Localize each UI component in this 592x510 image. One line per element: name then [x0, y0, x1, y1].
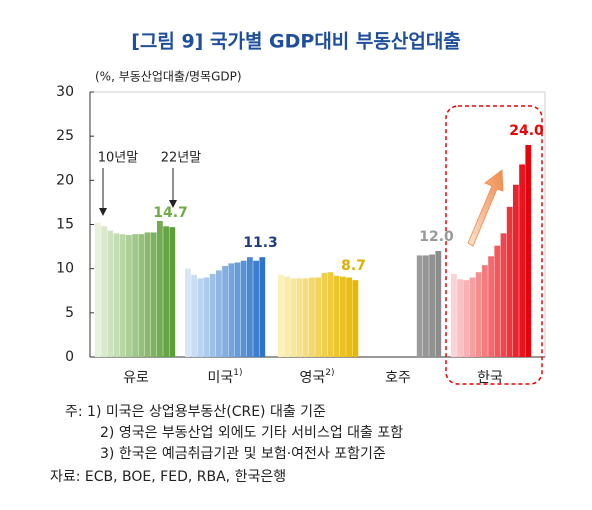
bar — [138, 234, 145, 357]
bar — [416, 255, 423, 357]
category-label: 유로 — [123, 370, 149, 386]
bar — [469, 277, 476, 357]
value-label: 14.7 — [153, 205, 188, 221]
value-label: 12.0 — [419, 229, 454, 245]
annotation-arrow — [99, 208, 107, 216]
bar — [234, 262, 241, 357]
bar — [119, 234, 126, 357]
footnote: 주: 1) 미국은 상업용부동산(CRE) 대출 기준 — [65, 404, 326, 420]
source: 자료: ECB, BOE, FED, RBA, 한국은행 — [50, 469, 286, 485]
value-label: 11.3 — [243, 235, 278, 251]
bar — [216, 270, 222, 357]
bar — [222, 266, 228, 357]
bar — [321, 273, 328, 357]
y-tick-label: 15 — [56, 217, 74, 233]
bar — [482, 265, 488, 357]
bar — [113, 233, 120, 357]
bar — [435, 251, 442, 357]
y-tick-label: 10 — [56, 261, 74, 277]
category-note: 1) — [233, 368, 242, 378]
chart-title: [그림 9] 국가별 GDP대비 부동산업대출 — [131, 31, 461, 53]
value-label: 8.7 — [341, 258, 366, 274]
bar — [101, 226, 107, 357]
bar — [185, 268, 191, 357]
bar — [278, 274, 284, 357]
category-name: 한국 — [477, 370, 503, 386]
trend-arrow — [467, 169, 504, 247]
annotation: 10년말 — [98, 151, 139, 166]
y-tick-label: 30 — [56, 84, 74, 100]
bar — [228, 263, 235, 357]
bar — [488, 256, 494, 357]
bar — [247, 257, 253, 357]
bar — [191, 274, 197, 357]
bar — [315, 277, 321, 357]
bar — [157, 220, 163, 357]
bar — [327, 272, 334, 357]
bar — [340, 276, 346, 357]
bar — [95, 222, 101, 357]
bar — [333, 275, 340, 357]
bar — [169, 227, 176, 357]
bar — [144, 232, 151, 357]
bar — [309, 277, 315, 357]
category-label: 미국1) — [207, 368, 242, 387]
bar — [163, 226, 169, 357]
bar — [132, 234, 138, 357]
bar — [203, 277, 210, 357]
bar — [463, 280, 470, 357]
bar — [475, 272, 482, 357]
footnote: 2) 영국은 부동산업 외에도 기타 서비스업 대출 포함 — [100, 425, 403, 441]
bar — [494, 245, 501, 357]
highlight-box — [445, 105, 543, 385]
y-tick-label: 20 — [56, 172, 74, 188]
bar — [513, 184, 519, 357]
bar — [525, 145, 532, 357]
bar — [346, 277, 352, 357]
bar — [451, 273, 457, 357]
y-tick-label: 25 — [56, 128, 74, 144]
category-name: 영국 — [299, 370, 325, 386]
y-tick-label: 5 — [65, 305, 74, 321]
bar — [429, 254, 435, 357]
y-tick-label: 0 — [65, 349, 74, 365]
bar — [423, 255, 429, 357]
category-label: 한국 — [477, 370, 503, 386]
bar — [519, 164, 525, 357]
y-axis-label: (%, 부동산업대출/명목GDP) — [95, 70, 242, 84]
annotation-arrow — [169, 200, 177, 208]
category-name: 호주 — [385, 370, 411, 386]
category-name: 미국 — [207, 370, 233, 386]
category-label: 호주 — [385, 370, 411, 386]
bar — [290, 278, 297, 357]
bar — [209, 273, 216, 357]
bar — [457, 279, 463, 357]
bar — [197, 278, 204, 357]
bar — [259, 257, 266, 357]
bar — [284, 276, 290, 357]
category-name: 유로 — [123, 370, 149, 386]
category-note: 2) — [325, 368, 334, 378]
bar — [253, 260, 259, 357]
bar — [296, 278, 303, 357]
bar — [126, 235, 132, 357]
bar — [240, 260, 247, 357]
annotation: 22년말 — [161, 151, 202, 166]
bar — [150, 232, 157, 357]
value-label: 24.0 — [509, 123, 544, 139]
bar — [302, 278, 309, 357]
bar — [506, 206, 513, 357]
bar — [500, 233, 507, 357]
bar — [107, 230, 114, 357]
footnote: 3) 한국은 예금취급기관 및 보험·여전사 포함기준 — [100, 446, 386, 462]
bar — [352, 280, 359, 357]
category-label: 영국2) — [299, 368, 334, 387]
